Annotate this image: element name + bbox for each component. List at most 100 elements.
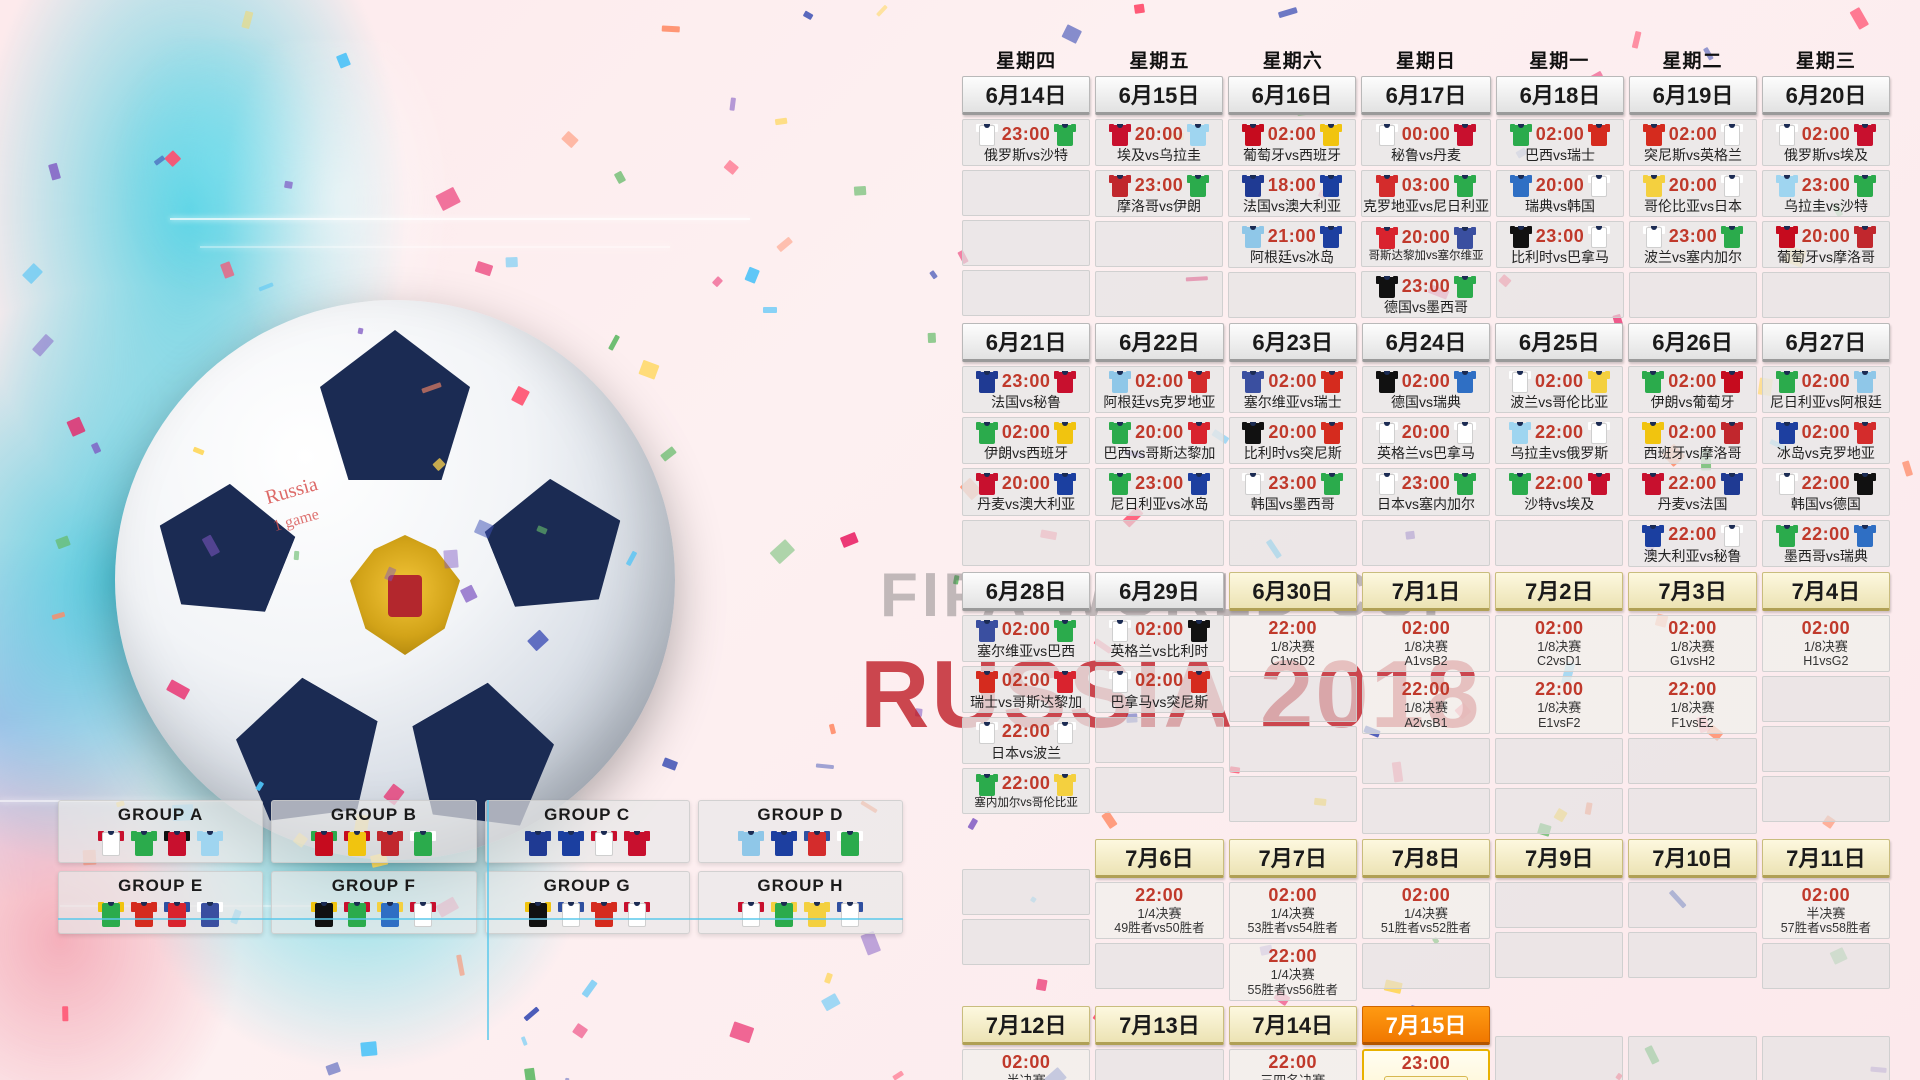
- date-header[interactable]: 6月24日: [1361, 323, 1491, 363]
- match-cell[interactable]: 02:00 塞尔维亚vs瑞士: [1228, 366, 1357, 414]
- match-cell[interactable]: 02:00 巴拿马vs突尼斯: [1095, 665, 1224, 713]
- date-header[interactable]: 6月18日: [1496, 76, 1624, 115]
- date-header[interactable]: 7月4日: [1761, 571, 1890, 611]
- match-cell[interactable]: 02:00 波兰vs哥伦比亚: [1495, 366, 1624, 414]
- match-cell[interactable]: 20:00 哥斯达黎加vs塞尔维亚: [1361, 221, 1491, 268]
- match-cell[interactable]: 22:00 澳大利亚vs秘鲁: [1628, 519, 1757, 567]
- match-cell[interactable]: 23:00 韩国vs墨西哥: [1228, 468, 1357, 516]
- final-match-cell[interactable]: 23:00 决赛: [1361, 1049, 1491, 1080]
- knockout-match-cell[interactable]: 22:00 1/8决赛 E1vsF2: [1495, 676, 1624, 734]
- knockout-match-cell[interactable]: 22:00 1/8决赛 C1vsD2: [1228, 614, 1357, 673]
- match-cell[interactable]: 22:00 乌拉圭vs俄罗斯: [1495, 417, 1624, 465]
- match-cell[interactable]: 22:00 沙特vs埃及: [1495, 468, 1624, 516]
- knockout-match-cell[interactable]: 02:00半决赛59胜者vs60胜者: [962, 1049, 1091, 1080]
- match-cell[interactable]: 02:00 伊朗vs葡萄牙: [1628, 366, 1757, 414]
- match-cell[interactable]: 22:00 日本vs波兰: [962, 716, 1091, 764]
- match-cell[interactable]: 02:00 塞尔维亚vs巴西: [962, 614, 1091, 662]
- match-cell[interactable]: 02:00 葡萄牙vs西班牙: [1228, 119, 1356, 167]
- date-header[interactable]: 6月28日: [962, 571, 1091, 611]
- date-header[interactable]: 7月1日: [1361, 571, 1491, 611]
- match-cell[interactable]: 02:00 突尼斯vs英格兰: [1629, 119, 1757, 167]
- match-cell[interactable]: 02:00 巴西vs瑞士: [1496, 119, 1624, 167]
- knockout-match-cell[interactable]: 22:00 1/4决赛 55胜者vs56胜者: [1228, 943, 1357, 1002]
- date-header[interactable]: 7月11日: [1761, 838, 1890, 878]
- date-header[interactable]: 7月13日: [1095, 1006, 1224, 1046]
- match-cell[interactable]: 02:00 英格兰vs比利时: [1095, 614, 1224, 662]
- date-header[interactable]: 7月7日: [1228, 838, 1357, 878]
- match-cell[interactable]: 20:00 比利时vs突尼斯: [1228, 417, 1357, 465]
- group-box-group-c[interactable]: GROUP C: [484, 800, 690, 863]
- group-box-group-a[interactable]: GROUP A: [58, 800, 264, 863]
- match-cell[interactable]: 23:00 摩洛哥vs伊朗: [1095, 170, 1223, 218]
- date-header[interactable]: 6月29日: [1095, 571, 1224, 611]
- date-header[interactable]: 6月25日: [1495, 323, 1624, 363]
- date-header[interactable]: 6月26日: [1628, 323, 1757, 363]
- match-cell[interactable]: 21:00 阿根廷vs冰岛: [1228, 221, 1356, 269]
- match-cell[interactable]: 23:00 法国vs秘鲁: [962, 366, 1091, 414]
- match-cell[interactable]: 20:00 巴西vs哥斯达黎加: [1095, 417, 1224, 465]
- date-header[interactable]: 6月21日: [962, 323, 1091, 363]
- match-cell[interactable]: 02:00 西班牙vs摩洛哥: [1628, 417, 1757, 465]
- match-cell[interactable]: 23:00 尼日利亚vs冰岛: [1095, 468, 1224, 516]
- group-box-group-h[interactable]: GROUP H: [697, 871, 903, 934]
- match-cell[interactable]: 18:00 法国vs澳大利亚: [1228, 170, 1356, 218]
- match-cell[interactable]: 02:00 尼日利亚vs阿根廷: [1761, 366, 1890, 414]
- match-cell[interactable]: 20:00 瑞典vs韩国: [1496, 170, 1624, 218]
- knockout-match-cell[interactable]: 02:00 1/8决赛 A1vsB2: [1361, 614, 1491, 673]
- date-header[interactable]: 7月15日: [1361, 1006, 1491, 1046]
- match-cell[interactable]: 22:00 丹麦vs法国: [1628, 468, 1757, 516]
- date-header[interactable]: 6月22日: [1095, 323, 1224, 363]
- match-cell[interactable]: 23:00 波兰vs塞内加尔: [1629, 221, 1757, 269]
- match-cell[interactable]: 02:00 德国vs瑞典: [1361, 366, 1491, 414]
- knockout-match-cell[interactable]: 22:00 1/8决赛 F1vsE2: [1628, 676, 1757, 734]
- match-cell[interactable]: 22:00 塞内加尔vs哥伦比亚: [962, 767, 1091, 814]
- date-header[interactable]: 6月27日: [1761, 323, 1890, 363]
- date-header[interactable]: 7月9日: [1495, 838, 1624, 878]
- date-header[interactable]: 6月16日: [1228, 76, 1356, 115]
- date-header[interactable]: 6月30日: [1228, 571, 1357, 611]
- match-cell[interactable]: 02:00 伊朗vs西班牙: [962, 417, 1091, 465]
- knockout-match-cell[interactable]: 02:00 1/8决赛 H1vsG2: [1761, 614, 1890, 673]
- match-cell[interactable]: 20:00 葡萄牙vs摩洛哥: [1762, 221, 1890, 269]
- date-header[interactable]: 6月15日: [1095, 76, 1223, 115]
- group-box-group-f[interactable]: GROUP F: [271, 871, 477, 934]
- group-box-group-e[interactable]: GROUP E: [58, 871, 264, 934]
- date-header[interactable]: 6月19日: [1629, 76, 1757, 115]
- match-cell[interactable]: 02:00 冰岛vs克罗地亚: [1761, 417, 1890, 465]
- date-header[interactable]: 7月2日: [1495, 571, 1624, 611]
- match-cell[interactable]: 20:00 埃及vs乌拉圭: [1095, 119, 1223, 167]
- date-header[interactable]: 6月14日: [962, 76, 1090, 115]
- knockout-match-cell[interactable]: 02:00 1/8决赛 C2vsD1: [1495, 614, 1624, 673]
- match-cell[interactable]: 23:00 乌拉圭vs沙特: [1762, 170, 1890, 218]
- knockout-match-cell[interactable]: 22:00 1/4决赛 49胜者vs50胜者: [1095, 881, 1224, 940]
- date-header[interactable]: 7月8日: [1361, 838, 1491, 878]
- group-box-group-b[interactable]: GROUP B: [271, 800, 477, 863]
- match-cell[interactable]: 02:00 阿根廷vs克罗地亚: [1095, 366, 1224, 414]
- date-header[interactable]: 6月23日: [1228, 323, 1357, 363]
- knockout-match-cell[interactable]: 02:00 1/8决赛 G1vsH2: [1628, 614, 1757, 673]
- match-cell[interactable]: 20:00 丹麦vs澳大利亚: [962, 468, 1091, 516]
- knockout-match-cell[interactable]: 22:00 1/8决赛 A2vsB1: [1361, 676, 1491, 734]
- knockout-match-cell[interactable]: 02:00 半决赛 57胜者vs58胜者: [1761, 881, 1890, 940]
- date-header[interactable]: 7月10日: [1628, 838, 1757, 878]
- knockout-match-cell[interactable]: 22:00三四名决赛61负者vs62负者: [1228, 1049, 1357, 1080]
- match-cell[interactable]: 23:00 比利时vs巴拿马: [1496, 221, 1624, 269]
- date-header[interactable]: 7月3日: [1628, 571, 1757, 611]
- match-cell[interactable]: 23:00 德国vs墨西哥: [1361, 271, 1491, 319]
- knockout-match-cell[interactable]: 02:00 1/4决赛 53胜者vs54胜者: [1228, 881, 1357, 940]
- match-cell[interactable]: 22:00 墨西哥vs瑞典: [1761, 519, 1890, 567]
- group-box-group-d[interactable]: GROUP D: [697, 800, 903, 863]
- date-header[interactable]: 7月6日: [1095, 838, 1224, 878]
- group-box-group-g[interactable]: GROUP G: [484, 871, 690, 934]
- match-cell[interactable]: 22:00 韩国vs德国: [1761, 468, 1890, 516]
- match-cell[interactable]: 20:00 哥伦比亚vs日本: [1629, 170, 1757, 218]
- knockout-match-cell[interactable]: 02:00 1/4决赛 51胜者vs52胜者: [1361, 881, 1491, 940]
- match-cell[interactable]: 03:00 克罗地亚vs尼日利亚: [1361, 170, 1491, 218]
- match-cell[interactable]: 23:00 俄罗斯vs沙特: [962, 119, 1090, 167]
- match-cell[interactable]: 20:00 英格兰vs巴拿马: [1361, 417, 1491, 465]
- date-header[interactable]: 6月17日: [1361, 76, 1491, 115]
- match-cell[interactable]: 00:00 秘鲁vs丹麦: [1361, 119, 1491, 167]
- match-cell[interactable]: 02:00 俄罗斯vs埃及: [1762, 119, 1890, 167]
- match-cell[interactable]: 02:00 瑞士vs哥斯达黎加: [962, 665, 1091, 713]
- date-header[interactable]: 7月14日: [1228, 1006, 1357, 1046]
